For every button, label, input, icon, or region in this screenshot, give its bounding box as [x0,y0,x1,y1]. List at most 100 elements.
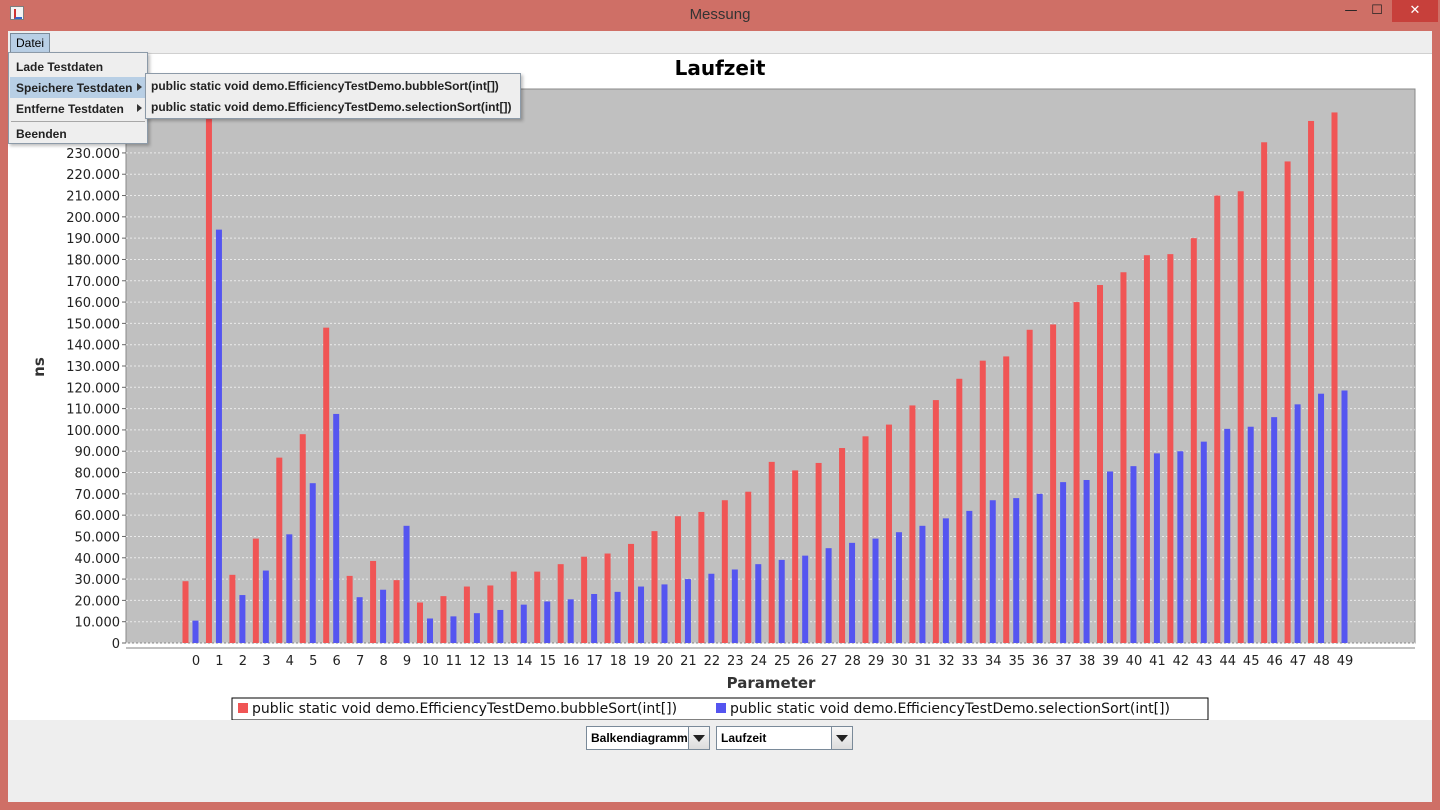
metric-select[interactable]: Laufzeit [716,726,853,750]
x-tick-label: 1 [215,654,223,669]
x-tick-label: 2 [239,654,247,669]
x-tick-label: 5 [309,654,317,669]
x-tick-label: 13 [493,654,510,669]
bar-bubblesort [1167,254,1174,643]
bar-bubblesort [323,327,330,643]
bar-selectionsort [1083,479,1090,643]
bar-bubblesort [229,574,236,643]
bar-selectionsort [497,609,504,643]
bar-bubblesort [1003,356,1010,643]
bar-bubblesort [792,470,799,643]
x-tick-label: 23 [727,654,744,669]
y-tick-label: 100.000 [66,424,120,439]
bar-bubblesort [1190,238,1197,643]
bar-selectionsort [450,616,457,643]
bar-selectionsort [1294,404,1301,643]
y-axis-label: ns [30,357,48,377]
bar-bubblesort [205,118,212,644]
metric-value: Laufzeit [721,731,767,745]
submenu-arrow-icon [137,83,142,91]
file-menu-dropdown: Lade Testdaten Speichere Testdaten Entfe… [8,52,148,144]
bar-bubblesort [698,511,705,643]
y-axis-ticks: 0 10.000 20.000 30.000 40.000 50.000 60.000 70.… [66,147,126,652]
bar-bubblesort [1050,324,1057,643]
chart-type-value: Balkendiagramm [591,731,688,745]
x-tick-label: 45 [1243,654,1260,669]
x-tick-label: 26 [797,654,814,669]
bar-bubblesort [862,436,869,643]
x-tick-label: 14 [516,654,533,669]
legend-label-selectionsort: public static void demo.EfficiencyTestDe… [730,701,1170,717]
x-tick-label: 25 [774,654,791,669]
bar-selectionsort [286,534,293,643]
x-tick-label: 27 [821,654,838,669]
y-tick-label: 220.000 [66,168,120,183]
bar-bubblesort [252,538,259,643]
bar-selectionsort [403,525,410,643]
bar-selectionsort [802,555,809,643]
x-tick-label: 48 [1313,654,1330,669]
x-tick-label: 10 [422,654,439,669]
bar-selectionsort [544,601,551,643]
bar-selectionsort [1036,493,1043,643]
bar-selectionsort [942,518,949,643]
y-tick-label: 60.000 [75,509,121,524]
x-tick-label: 41 [1149,654,1166,669]
bar-bubblesort [1284,161,1291,643]
bar-bubblesort [674,516,681,643]
bar-bubblesort [393,580,400,643]
bar-bubblesort [182,581,189,643]
bar-bubblesort [370,560,377,643]
minimize-button[interactable]: — [1344,3,1358,18]
window-title: Messung [689,6,751,23]
submenu-item-selectionsort[interactable]: public static void demo.EfficiencyTestDe… [151,100,512,114]
x-tick-label: 38 [1079,654,1096,669]
chart-type-select[interactable]: Balkendiagramm [586,726,710,750]
x-tick-label: 6 [333,654,341,669]
menu-item-entferne-testdaten[interactable]: Entferne Testdaten [10,98,146,119]
bar-bubblesort [885,424,892,643]
x-tick-label: 46 [1266,654,1283,669]
bar-bubblesort [932,400,939,643]
x-axis-label: Parameter [727,674,816,692]
legend: public static void demo.EfficiencyTestDe… [231,697,1209,721]
submenu-item-bubblesort[interactable]: public static void demo.EfficiencyTestDe… [151,79,499,93]
y-tick-label: 30.000 [75,573,121,588]
bar-bubblesort [1026,329,1033,643]
x-tick-label: 12 [469,654,486,669]
x-tick-label: 43 [1196,654,1213,669]
bar-selectionsort [1224,428,1231,643]
bar-selectionsort [1271,417,1278,643]
chevron-down-icon[interactable] [688,727,709,749]
y-tick-label: 50.000 [75,530,121,545]
y-tick-label: 130.000 [66,360,120,375]
menu-item-lade-testdaten[interactable]: Lade Testdaten [10,56,146,77]
bar-selectionsort [684,579,691,643]
x-tick-label: 8 [379,654,387,669]
bar-selectionsort [1177,451,1184,643]
y-tick-label: 170.000 [66,275,120,290]
bar-selectionsort [638,586,645,643]
chevron-down-icon[interactable] [831,727,852,749]
close-button[interactable]: ✕ [1392,0,1438,22]
y-tick-label: 20.000 [75,594,121,609]
menu-item-speichere-testdaten[interactable]: Speichere Testdaten [10,77,146,98]
bar-selectionsort [1318,393,1325,643]
x-tick-label: 16 [563,654,580,669]
bar-bubblesort [1143,255,1150,643]
bar-selectionsort [989,500,996,643]
bar-selectionsort [1130,466,1137,643]
maximize-button[interactable]: ☐ [1371,3,1383,18]
x-tick-label: 21 [680,654,697,669]
bar-bubblesort [721,500,728,643]
bar-selectionsort [849,542,856,643]
bar-bubblesort [1097,285,1104,643]
menu-item-beenden[interactable]: Beenden [10,123,146,144]
x-tick-label: 4 [286,654,294,669]
menu-datei[interactable]: Datei [10,33,51,53]
java-app-icon[interactable] [10,6,24,20]
y-tick-label: 0 [112,637,120,652]
bar-bubblesort [487,585,494,643]
bar-bubblesort [510,571,517,643]
bar-bubblesort [416,602,423,643]
